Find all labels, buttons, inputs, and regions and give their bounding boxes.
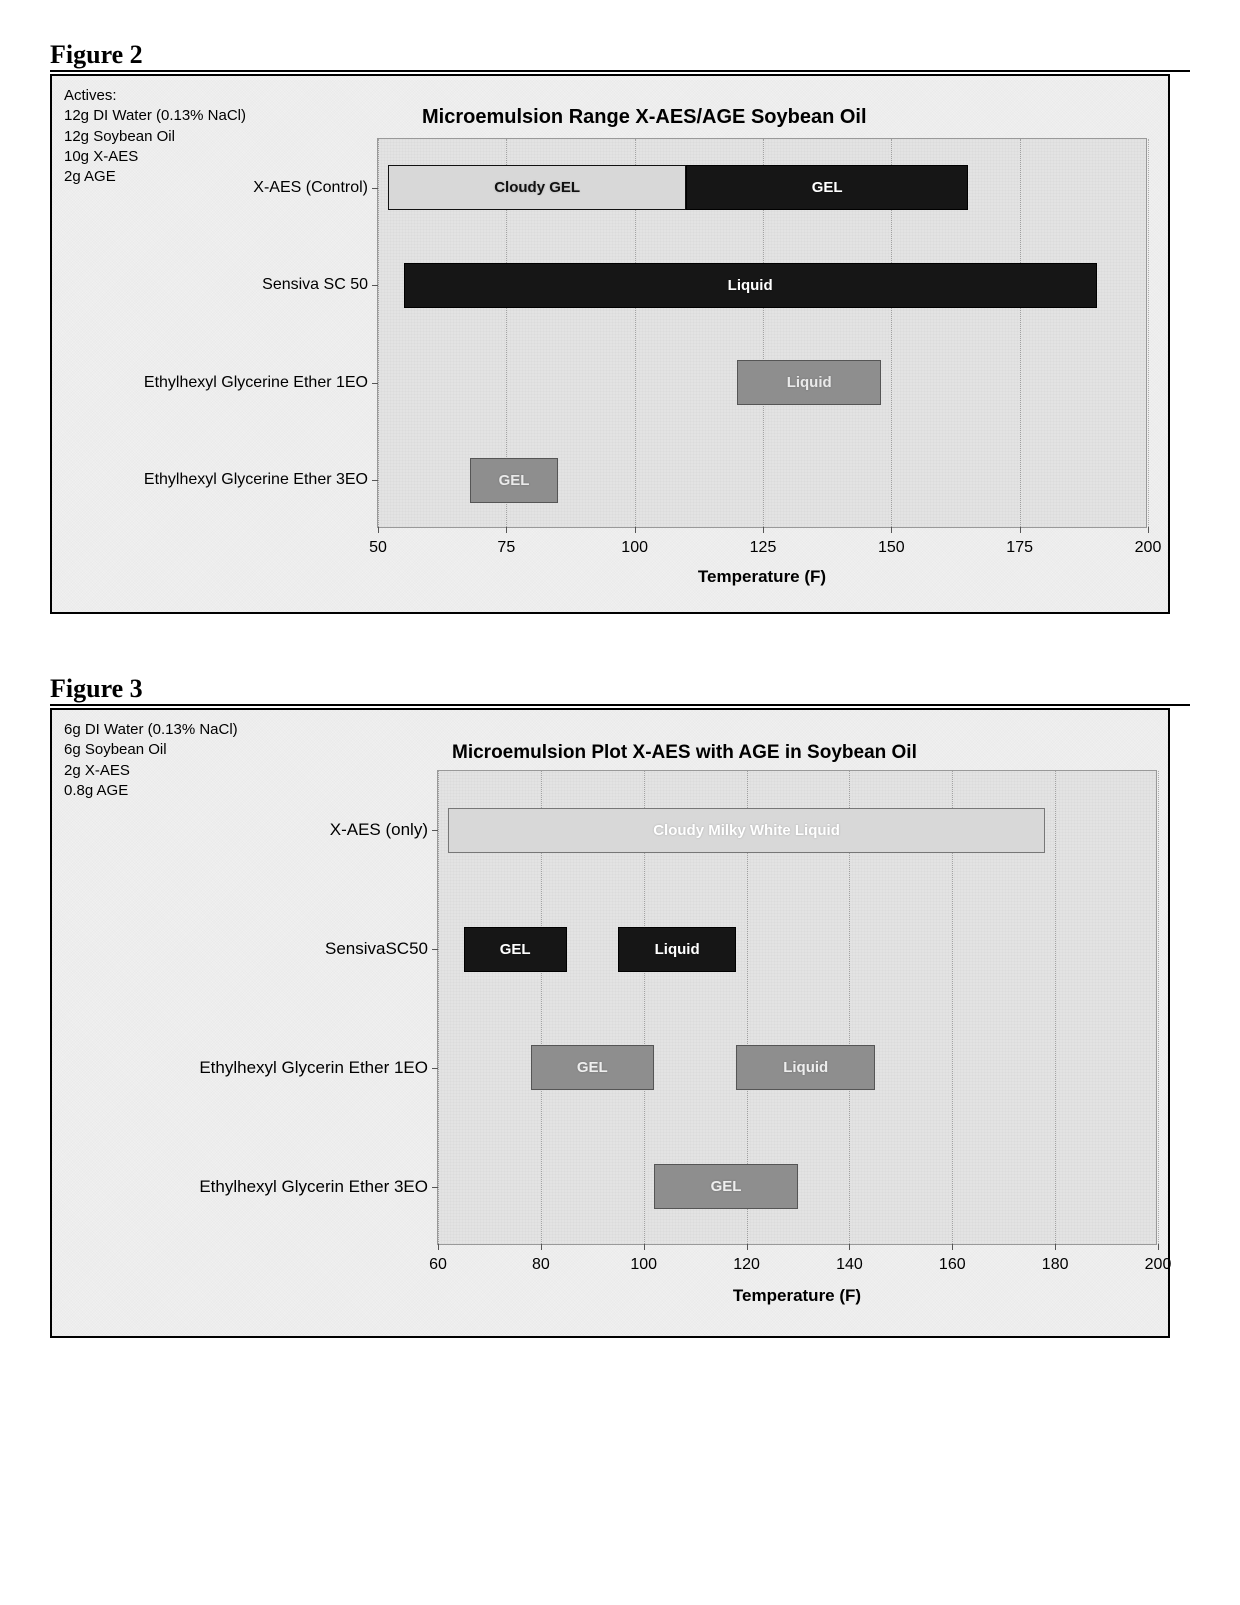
- range-bar: Liquid: [618, 927, 736, 972]
- gridline: [1148, 139, 1149, 527]
- figure-3-plot: 6080100120140160180200Temperature (F)X-A…: [437, 770, 1157, 1245]
- x-tick-label: 125: [750, 539, 777, 557]
- actives-line: 0.8g AGE: [64, 781, 238, 801]
- figure-2-plot: 5075100125150175200Temperature (F)X-AES …: [377, 138, 1147, 528]
- actives-line: 2g AGE: [64, 167, 246, 187]
- x-tick: [1055, 1244, 1056, 1250]
- x-tick-label: 200: [1135, 539, 1162, 557]
- range-bar-label: Liquid: [655, 941, 700, 958]
- gridline: [378, 139, 379, 527]
- x-tick-label: 50: [369, 539, 387, 557]
- figure-2-title: Microemulsion Range X-AES/AGE Soybean Oi…: [422, 106, 867, 129]
- range-bar: Cloudy Milky White Liquid: [448, 808, 1045, 853]
- range-bar: Cloudy GEL: [388, 165, 686, 210]
- figure-3-caption: Figure 3: [50, 674, 1190, 706]
- range-bar-label: Liquid: [728, 277, 773, 294]
- x-axis-title: Temperature (F): [733, 1286, 861, 1306]
- x-tick-label: 200: [1145, 1256, 1172, 1274]
- x-tick-label: 180: [1042, 1256, 1069, 1274]
- x-tick: [506, 527, 507, 533]
- figure-2: Figure 2 Actives:12g DI Water (0.13% NaC…: [50, 40, 1190, 614]
- x-tick: [541, 1244, 542, 1250]
- x-tick-label: 75: [497, 539, 515, 557]
- range-bar-label: Liquid: [787, 374, 832, 391]
- range-bar-label: GEL: [711, 1178, 742, 1195]
- figure-3: Figure 3 6g DI Water (0.13% NaCl)6g Soyb…: [50, 674, 1190, 1338]
- x-tick-label: 120: [733, 1256, 760, 1274]
- category-label: Ethylhexyl Glycerin Ether 3EO: [199, 1177, 438, 1197]
- range-bar-label: GEL: [500, 941, 531, 958]
- x-tick: [747, 1244, 748, 1250]
- actives-line: 12g Soybean Oil: [64, 127, 246, 147]
- range-bar: GEL: [470, 458, 557, 503]
- range-bar: GEL: [464, 927, 567, 972]
- category-label: X-AES (only): [330, 820, 438, 840]
- actives-line: 6g DI Water (0.13% NaCl): [64, 720, 238, 740]
- range-bar-label: Cloudy GEL: [494, 179, 580, 196]
- x-tick-label: 175: [1006, 539, 1033, 557]
- gridline: [1158, 771, 1159, 1244]
- x-tick-label: 60: [429, 1256, 447, 1274]
- figure-3-actives: 6g DI Water (0.13% NaCl)6g Soybean Oil2g…: [64, 720, 238, 801]
- range-bar: GEL: [531, 1045, 654, 1090]
- x-tick: [1148, 527, 1149, 533]
- actives-line: 12g DI Water (0.13% NaCl): [64, 106, 246, 126]
- x-tick-label: 160: [939, 1256, 966, 1274]
- figure-3-title: Microemulsion Plot X-AES with AGE in Soy…: [452, 742, 917, 764]
- range-bar: GEL: [686, 165, 968, 210]
- x-tick: [952, 1244, 953, 1250]
- range-bar: Liquid: [737, 360, 881, 405]
- x-tick-label: 100: [621, 539, 648, 557]
- category-label: Ethylhexyl Glycerine Ether 3EO: [144, 471, 378, 489]
- category-label: Ethylhexyl Glycerin Ether 1EO: [199, 1058, 438, 1078]
- gridline: [438, 771, 439, 1244]
- x-tick: [891, 527, 892, 533]
- x-tick: [378, 527, 379, 533]
- gridline: [1020, 139, 1021, 527]
- x-tick: [849, 1244, 850, 1250]
- gridline: [1055, 771, 1056, 1244]
- x-tick-label: 150: [878, 539, 905, 557]
- figure-2-caption: Figure 2: [50, 40, 1190, 72]
- x-tick: [1158, 1244, 1159, 1250]
- x-tick-label: 100: [630, 1256, 657, 1274]
- category-label: SensivaSC50: [325, 939, 438, 959]
- range-bar-label: Liquid: [783, 1059, 828, 1076]
- actives-line: Actives:: [64, 86, 246, 106]
- range-bar-label: GEL: [499, 472, 530, 489]
- range-bar: Liquid: [736, 1045, 875, 1090]
- actives-line: 6g Soybean Oil: [64, 740, 238, 760]
- x-tick: [438, 1244, 439, 1250]
- x-axis-title: Temperature (F): [698, 567, 826, 587]
- x-tick: [635, 527, 636, 533]
- x-tick-label: 80: [532, 1256, 550, 1274]
- figure-3-panel: 6g DI Water (0.13% NaCl)6g Soybean Oil2g…: [50, 708, 1170, 1338]
- range-bar-label: Cloudy Milky White Liquid: [653, 822, 840, 839]
- category-label: Ethylhexyl Glycerine Ether 1EO: [144, 374, 378, 392]
- figure-2-actives: Actives:12g DI Water (0.13% NaCl)12g Soy…: [64, 86, 246, 187]
- x-tick: [1020, 527, 1021, 533]
- figure-2-panel: Actives:12g DI Water (0.13% NaCl)12g Soy…: [50, 74, 1170, 614]
- category-label: Sensiva SC 50: [262, 276, 378, 294]
- x-tick: [763, 527, 764, 533]
- x-tick: [644, 1244, 645, 1250]
- actives-line: 10g X-AES: [64, 147, 246, 167]
- actives-line: 2g X-AES: [64, 761, 238, 781]
- range-bar: Liquid: [404, 263, 1097, 308]
- range-bar: GEL: [654, 1164, 798, 1209]
- category-label: X-AES (Control): [253, 179, 378, 197]
- x-tick-label: 140: [836, 1256, 863, 1274]
- range-bar-label: GEL: [812, 179, 843, 196]
- range-bar-label: GEL: [577, 1059, 608, 1076]
